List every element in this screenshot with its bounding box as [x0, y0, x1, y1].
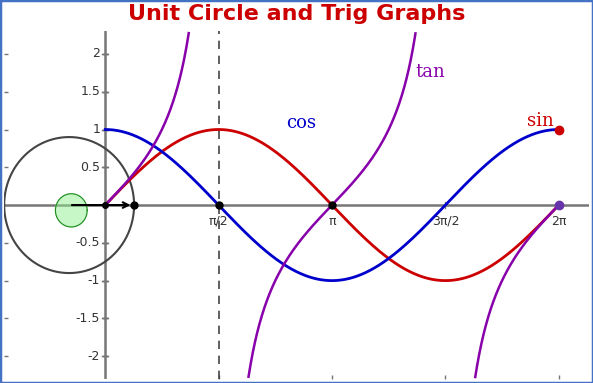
Text: 2π: 2π	[551, 215, 566, 228]
Text: tan: tan	[416, 62, 445, 80]
Text: cos: cos	[286, 114, 315, 132]
Text: π/2: π/2	[209, 215, 228, 228]
Polygon shape	[55, 194, 87, 227]
Title: Unit Circle and Trig Graphs: Unit Circle and Trig Graphs	[128, 4, 465, 24]
Text: 0.5: 0.5	[80, 161, 100, 174]
Text: 1.5: 1.5	[80, 85, 100, 98]
Text: -0.5: -0.5	[76, 236, 100, 249]
Text: -1.5: -1.5	[76, 312, 100, 325]
Text: -1: -1	[88, 274, 100, 287]
Text: 2: 2	[93, 47, 100, 61]
Text: π: π	[329, 215, 336, 228]
Text: 3π/2: 3π/2	[432, 215, 459, 228]
Text: -2: -2	[88, 350, 100, 363]
Text: sin: sin	[528, 112, 554, 130]
Text: 1: 1	[93, 123, 100, 136]
